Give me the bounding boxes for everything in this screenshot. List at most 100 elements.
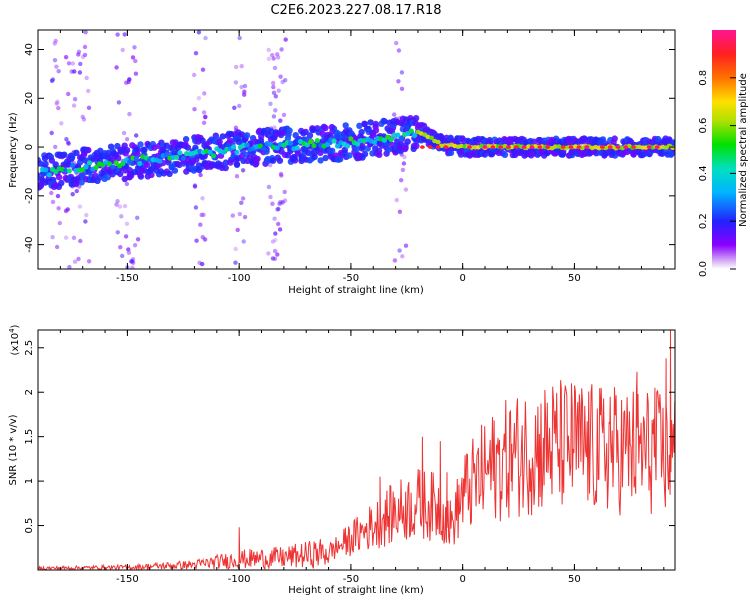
spectral-cell (84, 75, 89, 81)
spectral-cell (196, 96, 202, 101)
spectral-cell (78, 61, 83, 67)
spectral-cell (123, 147, 131, 154)
spectrogram-xlabel: Height of straight line (km) (288, 285, 424, 296)
spectral-cell (56, 105, 61, 111)
spectral-cell (192, 107, 197, 112)
spectral-cell (266, 56, 272, 61)
spectral-cell (130, 55, 136, 60)
spectral-cell (134, 146, 141, 153)
spectral-cell (397, 209, 403, 214)
spectral-cell (69, 69, 75, 74)
spectral-cell (241, 239, 246, 244)
spectral-cell (311, 143, 317, 149)
spectral-cell (353, 145, 361, 153)
spectral-cell (399, 86, 405, 92)
spectral-cell (286, 127, 293, 134)
spectral-cell (404, 124, 411, 131)
spectral-cell (120, 160, 126, 167)
spectral-peak-cell (646, 145, 652, 149)
figure-title: C2E6.2023.227.08.17.R18 (270, 3, 441, 18)
spectral-peak-cell (498, 145, 504, 149)
spectral-cell (322, 124, 329, 132)
spectral-cell (283, 37, 288, 42)
spectral-cell (402, 154, 407, 160)
spectral-cell (201, 110, 207, 115)
spectral-cell (413, 142, 420, 150)
spectral-cell (282, 189, 287, 195)
spectral-cell (70, 162, 76, 168)
x-tick-label: -50 (343, 273, 359, 284)
x-tick-label: 0 (459, 273, 465, 284)
spectral-cell (271, 114, 277, 119)
spectral-cell (59, 121, 64, 126)
spectral-cell (77, 204, 83, 209)
spectral-cell (132, 45, 137, 50)
spectral-cell (273, 237, 278, 243)
snr-panel: -150 -100 -50 0 50 0.5 1 1.5 2 2.5 Height of stra… (8, 324, 676, 596)
spectral-cell (128, 259, 134, 264)
spectral-cell (220, 149, 227, 155)
spectral-cell (261, 146, 267, 152)
spectral-cell (230, 213, 235, 218)
spectral-cell (57, 220, 62, 226)
spectral-cell (381, 137, 387, 143)
spectral-cell (275, 52, 280, 57)
spectral-cell (355, 141, 361, 147)
spectral-cell (501, 151, 509, 158)
spectral-cell (143, 161, 151, 168)
spectral-cell (530, 138, 538, 145)
spectral-cell (82, 44, 88, 50)
spectral-cell (385, 146, 392, 154)
spectral-cell (268, 101, 273, 107)
spectral-cell (132, 243, 138, 248)
spectral-cell (274, 145, 280, 151)
spectral-cell (68, 155, 76, 162)
spectral-cell (401, 161, 407, 166)
spectral-cell (86, 105, 92, 111)
colorbar-tick-label: 0.4 (698, 165, 709, 181)
spectral-cell (174, 154, 180, 160)
spectral-cell (270, 201, 275, 206)
spectral-cell (177, 150, 183, 156)
spectral-cell (124, 137, 130, 142)
spectral-cell (394, 197, 399, 203)
spectral-cell (240, 196, 246, 201)
spectral-cell (63, 55, 69, 60)
spectral-cell (369, 131, 377, 139)
spectral-cell (163, 152, 170, 158)
spectral-cell (581, 135, 588, 142)
spectral-cell (447, 149, 455, 157)
spectral-cell (402, 144, 409, 151)
spectral-cell (116, 100, 122, 105)
spectral-peak-cell (631, 145, 637, 149)
spectral-cell (55, 193, 61, 199)
spectral-peak-cell (427, 145, 433, 149)
spectral-cell (222, 159, 230, 166)
spectral-cell (328, 123, 336, 131)
spectral-cell (222, 164, 229, 172)
spectral-cell (428, 135, 434, 140)
x-tick-label: 50 (568, 273, 581, 284)
spectrogram-heatmap (38, 30, 675, 269)
spectral-cell (239, 63, 244, 69)
spectral-cell (266, 47, 271, 53)
spectral-cell (275, 252, 280, 257)
spectral-cell (376, 151, 383, 158)
spectral-cell (371, 139, 377, 145)
spectral-peak-cell (420, 145, 425, 149)
spectral-cell (38, 160, 44, 167)
spectral-cell (667, 151, 675, 158)
spectral-cell (233, 80, 239, 85)
spectral-cell (268, 163, 273, 168)
spectral-cell (106, 161, 113, 167)
spectral-cell (202, 237, 208, 242)
spectral-cell (93, 164, 99, 171)
spectral-cell (117, 204, 123, 209)
snr-scale-label: (x104) (8, 324, 21, 355)
spectral-cell (216, 138, 223, 145)
spectral-cell (369, 150, 376, 157)
spectral-cell (182, 136, 190, 143)
spectral-peak-cell (600, 145, 605, 149)
spectral-cell (157, 158, 163, 164)
spectral-cell (324, 141, 330, 148)
